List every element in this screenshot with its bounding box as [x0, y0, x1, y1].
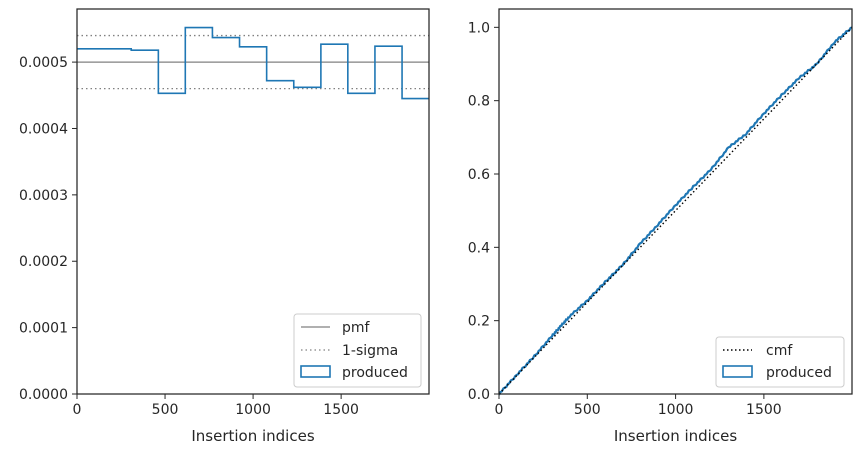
legend-cmf-label: cmf [766, 343, 793, 359]
y-tick-label: 0.0002 [19, 254, 68, 270]
x-tick-label: 1500 [323, 402, 359, 418]
legend-produced-swatch [300, 365, 331, 378]
y-tick-label: 0.0004 [19, 121, 68, 137]
legend: pmf 1-sigma produced [293, 313, 422, 388]
right-chart: 0 500 1000 1500 0.0 0.2 0.4 0.6 0.8 1.0 Insertion … [468, 8, 853, 445]
y-tick-label: 0.0 [468, 387, 490, 403]
legend-sigma-label: 1-sigma [342, 343, 398, 359]
x-tick-label: 0 [73, 402, 82, 418]
legend: cmf produced [715, 336, 845, 388]
y-tick-label: 0.0003 [19, 188, 68, 204]
y-tick-label: 1.0 [468, 20, 490, 36]
y-tick-label: 0.8 [468, 94, 490, 110]
legend-produced-label: produced [342, 365, 408, 381]
left-chart: 0 500 1000 1500 0.0000 0.0001 0.0002 0.0003 0.00… [19, 8, 430, 445]
x-tick-label: 1000 [235, 402, 271, 418]
y-tick-label: 0.0000 [19, 387, 68, 403]
produced-histogram [77, 26, 429, 100]
x-tick-label: 1000 [658, 402, 694, 418]
x-tick-label: 500 [574, 402, 601, 418]
legend-produced-swatch [722, 365, 753, 378]
produced-curve [498, 26, 853, 396]
legend-box [293, 313, 422, 388]
x-axis-label: Insertion indices [191, 427, 314, 445]
legend-produced-label: produced [766, 365, 832, 381]
x-tick-label: 500 [152, 402, 179, 418]
cmf-line [498, 26, 853, 395]
y-tick-label: 0.2 [468, 314, 490, 330]
legend-pmf-label: pmf [342, 320, 371, 336]
y-tick-label: 0.4 [468, 240, 490, 256]
y-tick-label: 0.0001 [19, 321, 68, 337]
x-tick-label: 0 [495, 402, 504, 418]
x-axis-label: Insertion indices [614, 427, 737, 445]
y-tick-label: 0.6 [468, 167, 490, 183]
y-tick-label: 0.0005 [19, 55, 68, 71]
x-tick-label: 1500 [746, 402, 782, 418]
